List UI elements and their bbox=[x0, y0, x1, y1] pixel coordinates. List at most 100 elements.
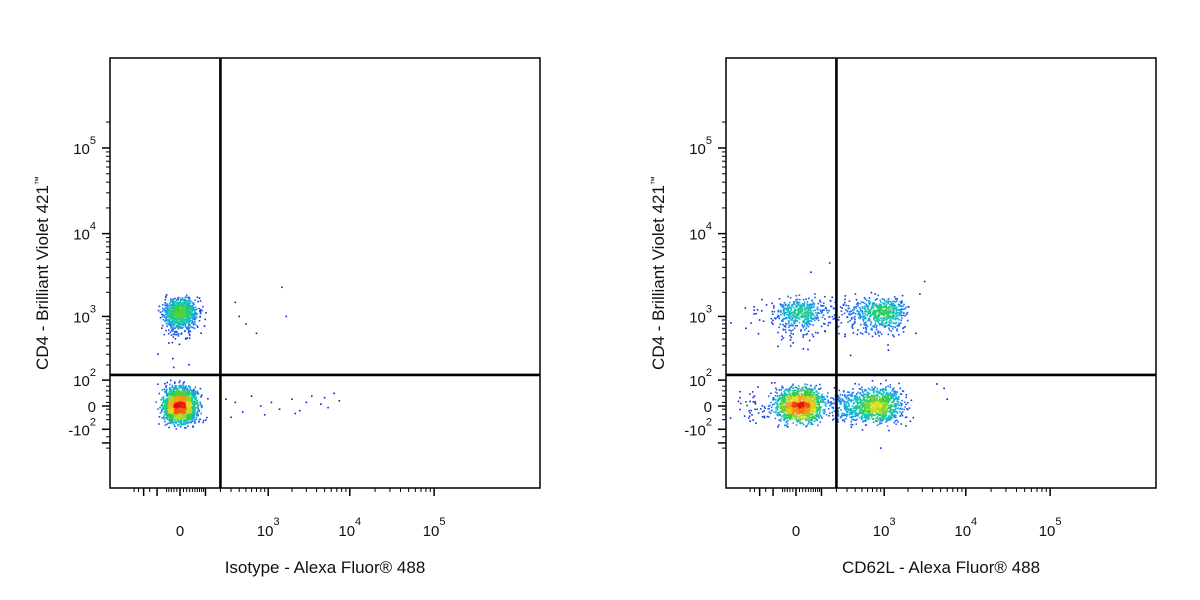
event-dot bbox=[796, 402, 799, 404]
event-dot bbox=[205, 419, 207, 421]
event-dot bbox=[811, 403, 814, 406]
event-dot bbox=[170, 401, 173, 404]
event-dot bbox=[875, 390, 877, 393]
event-dot bbox=[177, 303, 180, 305]
event-dot bbox=[905, 416, 908, 418]
event-dot bbox=[200, 406, 203, 408]
event-dot bbox=[850, 400, 853, 403]
event-dot bbox=[184, 395, 187, 397]
event-dot bbox=[188, 399, 191, 401]
event-dot bbox=[189, 400, 191, 402]
event-dots bbox=[729, 186, 948, 449]
event-dot bbox=[175, 326, 177, 328]
event-dot bbox=[782, 400, 785, 402]
event-dot bbox=[905, 396, 907, 399]
event-dot bbox=[846, 402, 848, 404]
event-dot bbox=[192, 420, 194, 423]
event-dot bbox=[861, 429, 864, 431]
event-dot bbox=[787, 403, 790, 406]
event-dot bbox=[780, 414, 782, 417]
event-dot bbox=[178, 343, 181, 346]
event-dot bbox=[180, 419, 183, 422]
event-dot bbox=[802, 401, 804, 403]
event-dot bbox=[188, 315, 190, 318]
event-dot bbox=[788, 393, 791, 395]
event-dot bbox=[178, 385, 180, 388]
event-dot bbox=[899, 408, 901, 410]
event-dot bbox=[879, 418, 882, 420]
event-dot bbox=[202, 421, 204, 424]
event-dot bbox=[752, 396, 755, 399]
event-dot bbox=[161, 316, 164, 318]
event-dot bbox=[171, 341, 174, 344]
event-dot bbox=[185, 391, 187, 394]
event-dot bbox=[176, 391, 178, 393]
event-dot bbox=[814, 407, 816, 410]
y-axis-title: CD4 - Brilliant Violet 421™ bbox=[33, 176, 52, 370]
event-dot bbox=[812, 409, 814, 411]
event-dot bbox=[807, 414, 810, 416]
event-dot bbox=[883, 391, 885, 394]
event-dot bbox=[890, 401, 893, 403]
event-dot bbox=[178, 398, 180, 401]
event-dot bbox=[162, 397, 164, 399]
event-dot bbox=[186, 304, 188, 306]
event-dot bbox=[800, 409, 802, 412]
event-dot bbox=[172, 310, 175, 313]
event-dot bbox=[169, 331, 172, 333]
event-dot bbox=[171, 413, 173, 416]
event-dot bbox=[179, 391, 182, 393]
event-dot bbox=[833, 387, 836, 389]
event-dot bbox=[816, 406, 819, 409]
event-dot bbox=[183, 418, 186, 421]
event-dot bbox=[189, 416, 192, 418]
event-dot bbox=[906, 408, 908, 410]
event-dot bbox=[320, 403, 322, 405]
event-dot bbox=[166, 395, 168, 397]
event-dot bbox=[177, 394, 180, 396]
event-dot bbox=[792, 387, 794, 389]
event-dot bbox=[789, 405, 792, 407]
event-dot bbox=[851, 424, 854, 426]
event-dot bbox=[816, 412, 818, 414]
event-dot bbox=[186, 416, 188, 419]
event-dot bbox=[786, 390, 789, 393]
event-dot bbox=[168, 391, 171, 393]
event-dot bbox=[186, 319, 189, 321]
event-dot bbox=[891, 405, 894, 407]
event-dot bbox=[781, 394, 784, 397]
event-dot bbox=[177, 310, 180, 312]
event-dot bbox=[760, 408, 762, 410]
event-dot bbox=[192, 405, 195, 408]
event-dot bbox=[171, 316, 174, 318]
event-dot bbox=[840, 401, 843, 404]
event-dot bbox=[827, 400, 829, 402]
event-dot bbox=[860, 401, 863, 403]
event-dot bbox=[844, 396, 847, 398]
event-dot bbox=[859, 402, 862, 404]
event-dot bbox=[179, 421, 181, 423]
event-dot bbox=[200, 308, 202, 311]
event-dot bbox=[191, 408, 193, 411]
event-dot bbox=[194, 408, 196, 411]
event-dot bbox=[186, 394, 188, 396]
event-dot bbox=[206, 416, 208, 419]
event-dot bbox=[767, 405, 770, 408]
event-dot bbox=[797, 388, 799, 390]
event-dot bbox=[185, 410, 188, 413]
event-dot bbox=[174, 309, 176, 311]
event-dot bbox=[842, 399, 844, 402]
event-dot bbox=[808, 394, 810, 397]
event-dot bbox=[263, 414, 266, 416]
event-dot bbox=[806, 392, 809, 394]
event-dot bbox=[784, 415, 786, 417]
event-dot bbox=[180, 313, 182, 315]
event-dot bbox=[788, 396, 790, 399]
event-dot bbox=[162, 308, 165, 311]
event-dot bbox=[192, 396, 194, 398]
event-dot bbox=[795, 416, 797, 419]
event-dot bbox=[849, 394, 851, 396]
event-dot bbox=[171, 405, 173, 407]
event-dot bbox=[174, 323, 177, 325]
event-dot bbox=[178, 314, 181, 316]
